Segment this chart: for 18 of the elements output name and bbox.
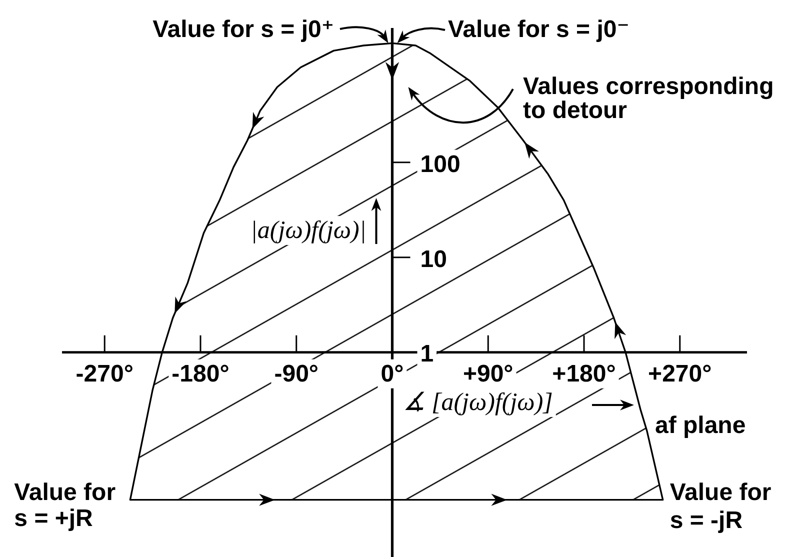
y-tick-label: 10 xyxy=(420,246,447,273)
x-tick-label: +270° xyxy=(648,360,712,388)
x-tick-label: 0° xyxy=(380,360,404,388)
annotation: Value for s = -jR xyxy=(670,478,772,534)
y-tick-label: 100 xyxy=(420,150,460,178)
x-tick-label: -270° xyxy=(76,360,134,388)
x-axis-title: ∡ [a(jω)f(jω)] xyxy=(403,389,553,416)
annotation: Value for s = j0⁻ xyxy=(448,16,630,43)
x-tick-label: +180° xyxy=(552,360,616,388)
x-tick-label: -90° xyxy=(274,360,319,388)
annotation: Value for s = +jR xyxy=(14,478,116,532)
x-tick-label: +90° xyxy=(462,360,514,388)
annotation: Values corresponding to detour xyxy=(523,73,774,124)
annotation: Value for s = j0⁺ xyxy=(152,16,334,43)
y-tick-label: 1 xyxy=(420,340,434,368)
annotation: af plane xyxy=(655,412,746,439)
y-axis-title: |a(jω)f(jω)| xyxy=(250,217,366,244)
x-tick-label: -180° xyxy=(172,360,230,388)
